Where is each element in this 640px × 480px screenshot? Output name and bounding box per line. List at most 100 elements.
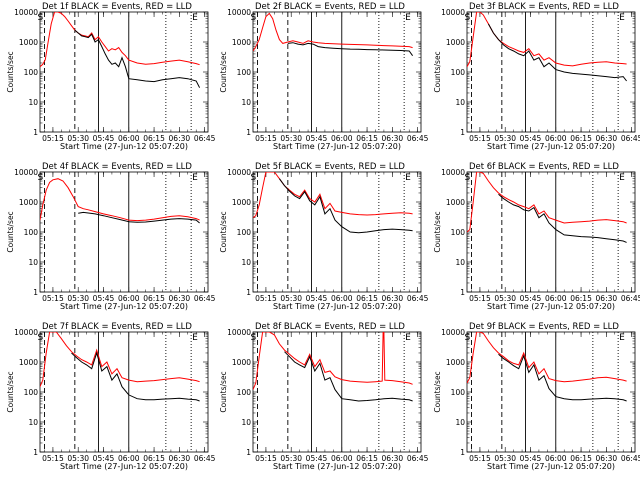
x-tick-label: 06:00: [331, 454, 353, 463]
y-tick-label: 1: [460, 128, 465, 137]
y-tick-label: 1000: [19, 358, 38, 367]
x-tick-label: 05:45: [306, 134, 328, 143]
x-tick-label: 06:30: [169, 294, 191, 303]
x-tick-label: 06:30: [169, 134, 191, 143]
x-tick-label: 06:15: [356, 294, 378, 303]
series-line-lld: [467, 172, 627, 233]
y-tick-label: 10000: [441, 8, 465, 17]
x-tick-label: 06:45: [407, 134, 429, 143]
x-axis-label: Start Time (27-Jun-12 05:07:20): [273, 142, 401, 151]
x-axis-label: Start Time (27-Jun-12 05:07:20): [60, 462, 188, 471]
x-tick-label: 06:00: [331, 294, 353, 303]
x-tick-label: 05:30: [494, 134, 516, 143]
x-tick-label: 06:30: [382, 134, 404, 143]
y-tick-label: 10: [28, 258, 38, 267]
y-tick-label: 1000: [446, 38, 465, 47]
x-tick-label: 05:45: [93, 454, 115, 463]
panel-title: Det 5f BLACK = Events, RED = LLD: [255, 162, 405, 172]
y-axis-label: Counts/sec: [6, 51, 15, 92]
y-tick-label: 1: [246, 128, 251, 137]
y-tick-label: 10000: [14, 328, 38, 337]
y-tick-label: 10: [241, 418, 251, 427]
x-tick-label: 05:45: [520, 294, 542, 303]
plot-frame: [252, 11, 422, 133]
y-tick-label: 1000: [232, 358, 251, 367]
series-line-lld: [253, 172, 413, 219]
x-tick-label: 06:45: [621, 454, 640, 463]
y-tick-label: 100: [237, 388, 252, 397]
y-tick-label: 10000: [14, 8, 38, 17]
series-line-lld: [467, 332, 627, 384]
start-marker-label: S: [37, 13, 43, 23]
x-tick-label: 05:30: [67, 134, 89, 143]
x-tick-label: 05:15: [469, 454, 491, 463]
y-tick-label: 100: [24, 68, 39, 77]
panel-title: Det 2f BLACK = Events, RED = LLD: [255, 2, 405, 12]
end-marker-label: E: [405, 173, 411, 183]
y-tick-label: 10000: [14, 168, 38, 177]
plot-frame: [466, 331, 636, 453]
x-axis-label: Start Time (27-Jun-12 05:07:20): [273, 462, 401, 471]
x-tick-label: 06:45: [194, 294, 216, 303]
y-tick-label: 100: [451, 388, 466, 397]
start-marker-label: S: [37, 333, 43, 343]
panel-4: Det 4f BLACK = Events, RED = LLD 1 10 100 10…: [6, 162, 216, 311]
y-tick-label: 1: [246, 288, 251, 297]
x-tick-label: 06:45: [407, 294, 429, 303]
end-marker-label: E: [619, 173, 625, 183]
x-tick-label: 06:15: [570, 454, 592, 463]
y-tick-label: 100: [24, 388, 39, 397]
panel-5: Det 5f BLACK = Events, RED = LLD 1 10 100 10…: [219, 162, 429, 311]
y-tick-label: 10000: [441, 168, 465, 177]
y-tick-label: 100: [24, 228, 39, 237]
x-tick-label: 05:30: [280, 294, 302, 303]
panel-6: Det 6f BLACK = Events, RED = LLD 1 10 100 10…: [433, 162, 640, 311]
x-tick-label: 05:30: [494, 454, 516, 463]
end-marker-label: E: [405, 333, 411, 343]
panel-2: Det 2f BLACK = Events, RED = LLD 1 10 100 10…: [219, 2, 429, 151]
end-marker-label: E: [192, 333, 198, 343]
y-tick-label: 10: [28, 418, 38, 427]
x-tick-label: 06:00: [118, 454, 140, 463]
x-tick-label: 06:30: [596, 294, 618, 303]
x-tick-label: 06:00: [331, 134, 353, 143]
y-tick-label: 100: [237, 68, 252, 77]
x-tick-label: 06:30: [382, 294, 404, 303]
y-tick-label: 10: [455, 258, 465, 267]
end-marker-label: E: [192, 173, 198, 183]
x-tick-label: 05:15: [42, 294, 64, 303]
start-marker-label: S: [250, 333, 256, 343]
start-marker-label: S: [464, 13, 470, 23]
plot-frame: [39, 171, 209, 293]
y-tick-label: 10000: [227, 168, 251, 177]
x-tick-label: 06:15: [143, 294, 165, 303]
x-axis-label: Start Time (27-Jun-12 05:07:20): [60, 142, 188, 151]
x-tick-label: 05:45: [306, 294, 328, 303]
y-tick-label: 10: [455, 418, 465, 427]
y-tick-label: 1: [33, 288, 38, 297]
y-tick-label: 1000: [446, 198, 465, 207]
panel-title: Det 9f BLACK = Events, RED = LLD: [469, 322, 619, 332]
y-tick-label: 1000: [19, 38, 38, 47]
x-axis-label: Start Time (27-Jun-12 05:07:20): [60, 302, 188, 311]
y-tick-label: 1000: [232, 198, 251, 207]
y-tick-label: 1000: [232, 38, 251, 47]
series-line-events: [278, 178, 413, 234]
y-tick-label: 1000: [446, 358, 465, 367]
x-axis-label: Start Time (27-Jun-12 05:07:20): [487, 302, 615, 311]
y-tick-label: 100: [451, 68, 466, 77]
series-line-lld: [40, 332, 200, 387]
panel-title: Det 1f BLACK = Events, RED = LLD: [42, 2, 192, 12]
plot-frame: [39, 331, 209, 453]
x-tick-label: 06:30: [382, 454, 404, 463]
y-tick-label: 10: [241, 258, 251, 267]
x-tick-label: 06:15: [143, 134, 165, 143]
x-tick-label: 06:15: [143, 454, 165, 463]
y-tick-label: 10000: [227, 8, 251, 17]
y-axis-label: Counts/sec: [219, 211, 228, 252]
y-tick-label: 1: [246, 448, 251, 457]
y-tick-label: 10000: [441, 328, 465, 337]
x-tick-label: 05:45: [520, 134, 542, 143]
y-tick-label: 1000: [19, 198, 38, 207]
start-marker-label: S: [464, 333, 470, 343]
